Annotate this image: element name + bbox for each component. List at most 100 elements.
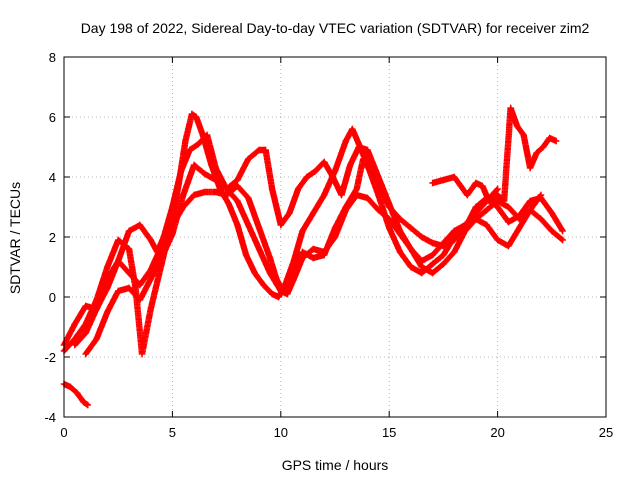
data-point <box>234 182 241 190</box>
data-point <box>136 221 144 229</box>
x-tick-label: 15 <box>382 425 396 440</box>
data-point <box>245 221 252 229</box>
data-point <box>494 203 501 211</box>
data-point <box>451 173 458 181</box>
data-point <box>82 329 89 337</box>
data-point <box>80 398 87 406</box>
data-point <box>299 248 306 256</box>
data-point <box>147 275 154 283</box>
data-point <box>277 221 284 229</box>
data-point <box>212 164 219 172</box>
data-point <box>310 245 317 253</box>
data-point <box>331 167 339 175</box>
data-point <box>255 146 263 154</box>
data-point <box>147 305 154 313</box>
data-point <box>125 269 133 277</box>
data-point <box>516 212 523 220</box>
data-point <box>386 203 393 211</box>
data-point <box>115 257 122 265</box>
data-point <box>303 173 311 181</box>
data-point <box>464 191 471 199</box>
data-point <box>320 191 328 199</box>
data-point <box>507 104 514 112</box>
data-point <box>158 254 165 262</box>
data-point <box>255 224 263 232</box>
data-point <box>546 134 553 142</box>
x-axis-label: GPS time / hours <box>282 457 389 473</box>
data-point <box>136 296 144 304</box>
data-point <box>234 197 241 205</box>
data-point <box>115 287 122 295</box>
data-point <box>320 158 328 166</box>
data-point <box>71 320 79 328</box>
chart-title: Day 198 of 2022, Sidereal Day-to-day VTE… <box>81 20 590 36</box>
data-point <box>359 155 367 163</box>
data-point <box>396 215 404 223</box>
data-point <box>451 248 458 256</box>
data-point <box>93 335 100 343</box>
data-point <box>472 215 480 223</box>
data-point <box>186 146 193 154</box>
data-point <box>440 242 447 250</box>
data-point <box>526 197 534 205</box>
data-point <box>329 173 337 181</box>
data-point <box>451 236 458 244</box>
data-point <box>312 167 319 175</box>
data-point <box>353 185 360 193</box>
data-point <box>225 200 232 208</box>
data-point <box>290 257 298 265</box>
data-point <box>520 131 527 139</box>
data-point <box>539 143 547 151</box>
data-point <box>429 179 436 187</box>
data-point <box>242 251 250 259</box>
data-point <box>377 185 384 193</box>
data-point <box>104 308 111 316</box>
data-series <box>60 104 566 409</box>
data-point <box>132 284 139 292</box>
data-point <box>407 263 415 271</box>
data-point <box>429 260 436 268</box>
y-tick-label: 0 <box>49 290 56 305</box>
x-tick-label: 10 <box>274 425 288 440</box>
data-point <box>125 227 133 235</box>
data-point <box>104 263 111 271</box>
data-point <box>526 164 534 172</box>
data-point <box>290 275 298 283</box>
data-point <box>294 185 302 193</box>
data-point <box>505 242 512 250</box>
data-point <box>559 236 566 244</box>
data-point <box>429 251 436 259</box>
data-point <box>364 194 371 202</box>
data-point <box>457 182 464 190</box>
data-point <box>82 350 89 358</box>
data-point <box>136 281 144 289</box>
data-point <box>485 197 493 205</box>
data-point <box>472 179 480 187</box>
data-point <box>494 191 501 199</box>
data-point <box>203 131 211 139</box>
data-point <box>234 221 241 229</box>
data-point <box>71 341 79 349</box>
data-point <box>349 125 356 133</box>
data-point <box>212 176 219 184</box>
data-point <box>93 305 100 313</box>
data-point <box>418 233 425 241</box>
data-point <box>266 269 274 277</box>
data-point <box>284 290 291 298</box>
data-point <box>505 218 512 226</box>
data-point <box>375 206 382 214</box>
data-point <box>262 146 269 154</box>
data-point <box>461 227 469 235</box>
data-point <box>188 110 196 118</box>
data-point <box>494 197 501 205</box>
data-point <box>418 263 425 271</box>
data-point <box>190 161 198 169</box>
data-point <box>418 269 425 277</box>
data-point <box>440 176 447 184</box>
data-point <box>125 284 133 292</box>
x-tick-label: 5 <box>169 425 176 440</box>
data-point <box>483 221 490 229</box>
data-point <box>320 248 328 256</box>
data-point <box>201 188 209 196</box>
x-tick-label: 20 <box>490 425 504 440</box>
